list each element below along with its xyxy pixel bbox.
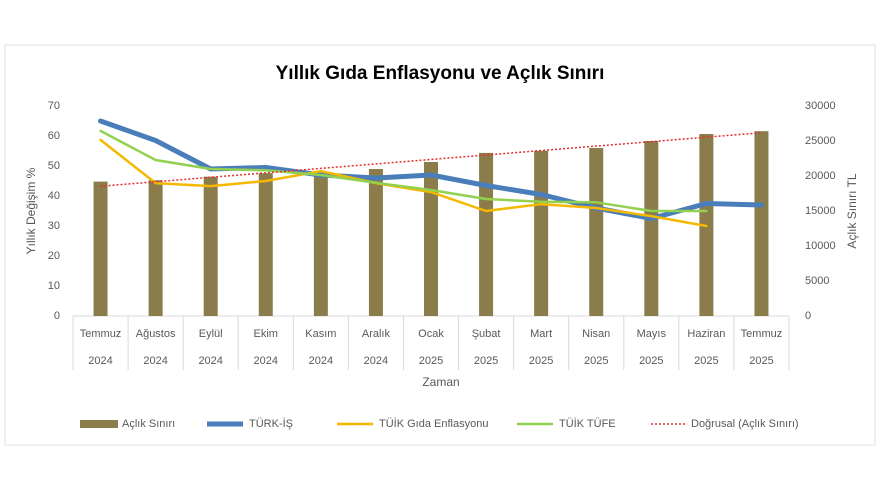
y-tick-label: 0 — [54, 310, 60, 322]
y-axis-label: Yıllık Değişim % — [24, 167, 38, 254]
bar — [479, 152, 494, 316]
x-tick-label: Ağustos — [136, 328, 176, 340]
bar — [589, 148, 604, 316]
bar — [313, 172, 328, 316]
bar — [203, 176, 218, 316]
x-tick-label: 2024 — [88, 355, 112, 367]
y2-tick-label: 0 — [805, 310, 811, 322]
legend-label: Doğrusal (Açlık Sınırı) — [691, 418, 799, 430]
legend-label: TÜİK TÜFE — [559, 417, 616, 430]
x-tick-label: 2025 — [529, 355, 553, 367]
y2-tick-label: 25000 — [805, 135, 836, 147]
bar — [754, 131, 769, 316]
line — [99, 129, 708, 213]
x-tick-label: 2024 — [364, 355, 388, 367]
y-tick-label: 10 — [48, 280, 60, 292]
y-tick-label: 20 — [48, 250, 60, 262]
x-tick-label: Temmuz — [80, 328, 122, 340]
y2-tick-label: 10000 — [805, 240, 836, 252]
y-tick-label: 70 — [48, 100, 60, 112]
y2-tick-label: 30000 — [805, 100, 836, 112]
x-tick-label: Şubat — [472, 328, 501, 340]
y-tick-label: 60 — [48, 130, 60, 142]
y2-axis-label: Açlık Sınırı TL — [845, 173, 859, 248]
x-tick-label: 2025 — [584, 355, 608, 367]
y2-tick-label: 20000 — [805, 170, 836, 182]
x-tick-label: Ekim — [254, 328, 278, 340]
bar — [368, 169, 383, 316]
x-tick-label: 2024 — [198, 355, 222, 367]
x-tick-label: 2025 — [639, 355, 663, 367]
bar — [93, 181, 108, 316]
y2-tick-label: 15000 — [805, 205, 836, 217]
x-tick-label: 2025 — [474, 355, 498, 367]
x-tick-label: 2024 — [143, 355, 167, 367]
x-tick-label: Mayıs — [637, 328, 667, 340]
x-tick-label: 2025 — [419, 355, 443, 367]
legend-label: TÜRK-İŞ — [249, 417, 293, 430]
x-tick-label: Nisan — [582, 328, 610, 340]
bar — [258, 173, 273, 316]
chart-title: Yıllık Gıda Enflasyonu ve Açlık Sınırı — [276, 63, 605, 84]
x-tick-label: Mart — [530, 328, 552, 340]
bar — [644, 141, 659, 316]
legend-label: Açlık Sınırı — [122, 418, 175, 430]
x-tick-label: Aralık — [362, 328, 391, 340]
x-tick-label: Ocak — [418, 328, 444, 340]
x-tick-label: 2025 — [694, 355, 718, 367]
x-tick-label: 2024 — [254, 355, 278, 367]
x-tick-label: Haziran — [687, 328, 725, 340]
legend-swatch — [80, 420, 118, 428]
legend-label: TÜİK Gıda Enflasyonu — [379, 417, 488, 430]
x-tick-label: Kasım — [305, 328, 336, 340]
y-tick-label: 40 — [48, 190, 60, 202]
trendline — [100, 131, 762, 187]
x-tick-label: Temmuz — [741, 328, 783, 340]
y-tick-label: 50 — [48, 160, 60, 172]
bar — [534, 150, 549, 316]
x-tick-label: 2025 — [749, 355, 773, 367]
x-tick-label: 2024 — [309, 355, 333, 367]
y-tick-label: 30 — [48, 220, 60, 232]
y2-tick-label: 5000 — [805, 275, 829, 287]
bar — [424, 162, 438, 316]
bar — [148, 180, 163, 316]
x-axis-label: Zaman — [422, 375, 459, 389]
x-tick-label: Eylül — [199, 328, 223, 340]
